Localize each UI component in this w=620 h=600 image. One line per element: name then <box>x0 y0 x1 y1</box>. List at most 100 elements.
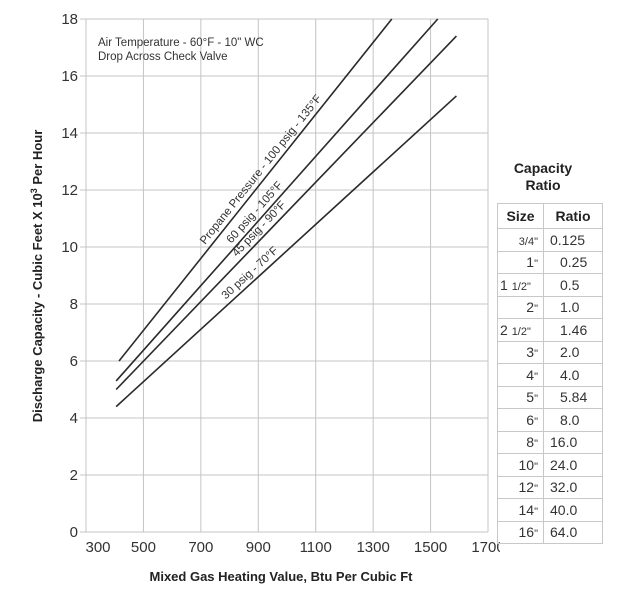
table-row: 5" 5.84 <box>497 385 603 409</box>
ratio-cell: 32.0 <box>543 475 603 499</box>
ratio-cell: 2.0 <box>543 340 603 364</box>
ratio-cell: 5.84 <box>543 385 603 409</box>
size-unit: " <box>534 460 538 473</box>
x-tick-label: 1300 <box>356 539 389 556</box>
size-whole: 2 <box>500 321 512 338</box>
size-cell: 14" <box>497 498 544 522</box>
table-row: 3/4" 0.125 <box>497 228 603 252</box>
series-lines <box>115 18 457 408</box>
size-cell: 12" <box>497 475 544 499</box>
y-tick-label: 4 <box>70 410 78 427</box>
size-cell: 8" <box>497 430 544 454</box>
size-cell: 3/4" <box>497 228 544 252</box>
x-tick-label: 1500 <box>414 539 447 556</box>
x-tick-label: 900 <box>246 539 271 556</box>
size-whole: 3 <box>526 344 535 361</box>
size-unit: " <box>534 505 538 518</box>
size-unit: " <box>534 483 538 496</box>
size-unit: " <box>534 438 538 451</box>
y-tick-label: 2 <box>70 467 78 484</box>
table-row: 8" 16.0 <box>497 430 603 454</box>
table-row: 1 1/2" 0.5 <box>497 273 603 297</box>
capacity-ratio-table: Size Ratio 3/4" 0.125 1" 0.25 1 1/2" 0.5 2" 1.0… <box>497 203 603 544</box>
table-row: 16" 64.0 <box>497 520 603 544</box>
size-whole: 14 <box>518 501 535 518</box>
annotation-line-1: Air Temperature - 60°F - 10" WC <box>98 37 264 49</box>
size-unit: " <box>526 325 531 338</box>
size-whole: 2 <box>526 299 535 316</box>
size-cell: 3" <box>497 340 544 364</box>
y-tick-label: 8 <box>70 296 78 313</box>
size-unit: " <box>534 303 538 316</box>
ratio-cell: 0.125 <box>543 228 603 252</box>
size-cell: 10" <box>497 453 544 477</box>
size-cell: 1 1/2" <box>497 273 544 297</box>
ratio-cell: 0.25 <box>543 250 603 274</box>
ratio-cell: 1.46 <box>543 318 603 342</box>
ratio-cell: 1.0 <box>543 295 603 319</box>
size-whole: 6 <box>526 411 535 428</box>
capacity-ratio-title: Capacity Ratio <box>500 160 586 194</box>
size-cell: 2" <box>497 295 544 319</box>
size-fraction: 1/2 <box>511 325 527 338</box>
ratio-cell: 64.0 <box>543 520 603 544</box>
grid <box>80 18 489 533</box>
table-row: 4" 4.0 <box>497 363 603 387</box>
ratio-cell: 16.0 <box>543 430 603 454</box>
ratio-cell: 24.0 <box>543 453 603 477</box>
y-tick-label: 6 <box>70 353 78 370</box>
table-row: 1" 0.25 <box>497 250 603 274</box>
table-row: 12" 32.0 <box>497 475 603 499</box>
size-unit: " <box>526 280 531 293</box>
size-unit: " <box>534 393 538 406</box>
y-tick-label: 12 <box>61 182 78 199</box>
size-whole: 16 <box>518 524 535 541</box>
y-tick-label: 18 <box>61 11 78 28</box>
size-unit: " <box>534 235 538 248</box>
header-ratio: Ratio <box>543 203 603 229</box>
series-line-3 <box>115 35 457 391</box>
size-unit: " <box>534 348 538 361</box>
capacity-ratio-title-line-2: Ratio <box>525 177 561 193</box>
size-whole: 10 <box>518 456 535 473</box>
size-whole: 4 <box>526 366 535 383</box>
capacity-ratio-title-line-1: Capacity <box>513 160 573 176</box>
y-tick-label: 10 <box>61 239 78 256</box>
x-axis-title: Mixed Gas Heating Value, Btu Per Cubic F… <box>150 569 414 584</box>
y-tick-label: 16 <box>61 68 78 85</box>
x-tick-label: 500 <box>131 539 156 556</box>
size-cell: 2 1/2" <box>497 318 544 342</box>
table-row: 6" 8.0 <box>497 408 603 432</box>
size-whole: 8 <box>526 434 535 451</box>
table-row: 2 1/2" 1.46 <box>497 318 603 342</box>
series-line-4 <box>115 95 457 408</box>
x-tick-label: 700 <box>188 539 213 556</box>
table-row: 10" 24.0 <box>497 453 603 477</box>
size-fraction: 3/4 <box>518 235 535 248</box>
y-tick-label: 0 <box>70 524 78 541</box>
size-unit: " <box>534 258 538 271</box>
size-whole: 1 <box>500 276 512 293</box>
series-labels: Propane Pressure - 100 psig - 135°F60 ps… <box>198 93 324 302</box>
size-whole: 12 <box>518 479 535 496</box>
size-cell: 6" <box>497 408 544 432</box>
ratio-cell: 0.5 <box>543 273 603 297</box>
size-cell: 16" <box>497 520 544 544</box>
ratio-cell: 8.0 <box>543 408 603 432</box>
size-unit: " <box>534 370 538 383</box>
x-tick-label: 1100 <box>300 539 332 556</box>
size-unit: " <box>534 415 538 428</box>
series-line-1 <box>118 18 393 362</box>
y-axis-title-sup: 3 <box>29 188 39 193</box>
y-axis-title-main: Discharge Capacity - Cubic Feet X 10 <box>30 193 45 422</box>
ratio-cell: 4.0 <box>543 363 603 387</box>
size-cell: 1" <box>497 250 544 274</box>
y-axis-title-tail: Per Hour <box>30 130 45 189</box>
table-row: 14" 40.0 <box>497 498 603 522</box>
size-cell: 4" <box>497 363 544 387</box>
table-row: 3" 2.0 <box>497 340 603 364</box>
series-line-2 <box>115 18 439 382</box>
